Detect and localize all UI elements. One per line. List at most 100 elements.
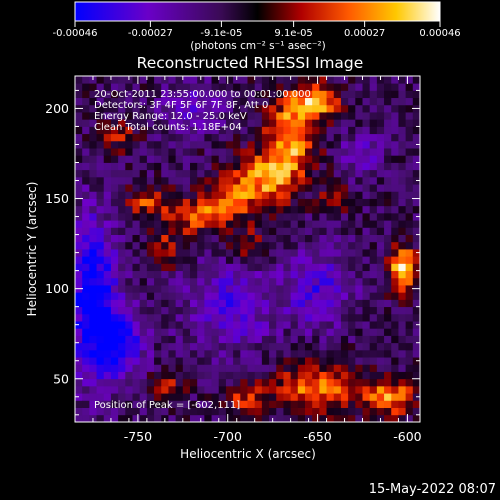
heatmap-cell <box>283 148 292 156</box>
heatmap-cell <box>269 148 277 156</box>
heatmap-cell <box>125 393 133 401</box>
heatmap-cell <box>276 249 284 257</box>
heatmap-cell <box>240 126 248 135</box>
heatmap-cell <box>146 328 155 336</box>
heatmap-cell <box>154 407 162 416</box>
heatmap-cell <box>110 126 119 135</box>
heatmap-cell <box>118 321 126 329</box>
heatmap-cell <box>225 148 234 156</box>
heatmap-cell <box>168 97 177 106</box>
heatmap-cell <box>340 198 349 207</box>
heatmap-cell <box>154 263 162 272</box>
heatmap-cell <box>312 285 320 293</box>
heatmap-cell <box>269 241 277 250</box>
heatmap-cell <box>190 342 198 351</box>
heatmap-cell <box>290 299 299 308</box>
x-tick-label: -600 <box>393 429 421 444</box>
heatmap-cell <box>283 198 292 207</box>
heatmap-cell <box>89 313 97 322</box>
heatmap-cell <box>247 83 256 91</box>
heatmap-cell <box>161 342 169 351</box>
heatmap-cell <box>412 220 420 228</box>
heatmap-cell <box>290 400 299 408</box>
heatmap-cell <box>369 212 378 221</box>
heatmap-cell <box>290 378 299 387</box>
heatmap-cell <box>376 212 385 221</box>
heatmap-cell <box>233 256 241 264</box>
heatmap-cell <box>190 155 198 163</box>
heatmap-cell <box>340 364 349 372</box>
heatmap-cell <box>118 249 126 257</box>
heatmap-cell <box>168 349 177 358</box>
heatmap-cell <box>362 407 371 416</box>
heatmap-cell <box>240 234 248 243</box>
heatmap-cell <box>283 357 292 365</box>
heatmap-cell <box>233 357 241 365</box>
heatmap-cell <box>240 133 248 142</box>
heatmap-cell <box>355 400 363 408</box>
heatmap-cell <box>225 119 234 127</box>
heatmap-cell <box>96 76 105 84</box>
heatmap-cell <box>182 321 191 329</box>
heatmap-cell <box>376 371 385 380</box>
heatmap-cell <box>182 407 191 416</box>
heatmap-cell <box>125 155 133 163</box>
heatmap-cell <box>276 277 284 286</box>
heatmap-cell <box>319 407 327 416</box>
heatmap-cell <box>305 299 313 308</box>
heatmap-cell <box>405 270 414 279</box>
heatmap-cell <box>269 205 277 214</box>
heatmap-cell <box>376 321 385 329</box>
heatmap-cell <box>211 292 220 300</box>
heatmap-cell <box>161 112 169 120</box>
heatmap-cell <box>168 220 177 228</box>
heatmap-cell <box>211 133 220 142</box>
heatmap-cell <box>254 292 263 300</box>
heatmap-cell <box>233 140 241 149</box>
heatmap-cell <box>118 342 126 351</box>
heatmap-cell <box>146 335 155 344</box>
heatmap-cell <box>355 198 363 207</box>
heatmap-cell <box>168 256 177 264</box>
heatmap-cell <box>125 249 133 257</box>
heatmap-cell <box>362 90 371 99</box>
heatmap-cell <box>326 176 335 185</box>
heatmap-cell <box>154 328 162 336</box>
heatmap-cell <box>312 126 320 135</box>
heatmap-cell <box>168 148 177 156</box>
heatmap-cell <box>376 393 385 401</box>
heatmap-cell <box>75 328 83 336</box>
heatmap-cell <box>283 104 292 113</box>
heatmap-cell <box>154 191 162 199</box>
heatmap-cell <box>182 133 191 142</box>
heatmap-cell <box>118 140 126 149</box>
heatmap-cell <box>333 97 342 106</box>
heatmap-cell <box>362 342 371 351</box>
heatmap-cell <box>225 285 234 293</box>
heatmap-cell <box>182 313 191 322</box>
heatmap-cell <box>146 148 155 156</box>
heatmap-cell <box>362 306 371 315</box>
heatmap-cell <box>362 176 371 185</box>
heatmap-cell <box>175 285 184 293</box>
heatmap-cell <box>283 169 292 178</box>
heatmap-cell <box>355 299 363 308</box>
heatmap-cell <box>82 220 90 228</box>
heatmap-cell <box>190 104 198 113</box>
heatmap-cell <box>103 400 112 408</box>
heatmap-cell <box>305 349 313 358</box>
heatmap-cell <box>182 198 191 207</box>
heatmap-cell <box>103 76 112 84</box>
heatmap-cell <box>211 378 220 387</box>
heatmap-cell <box>211 414 220 422</box>
heatmap-cell <box>89 112 97 120</box>
heatmap-cell <box>82 378 90 387</box>
x-tick-label: -750 <box>124 429 152 444</box>
heatmap-cell <box>125 263 133 272</box>
heatmap-cell <box>240 400 248 408</box>
heatmap-cell <box>225 321 234 329</box>
heatmap-cell <box>75 277 83 286</box>
heatmap-cell <box>168 313 177 322</box>
heatmap-cell <box>254 140 263 149</box>
heatmap-cell <box>269 313 277 322</box>
